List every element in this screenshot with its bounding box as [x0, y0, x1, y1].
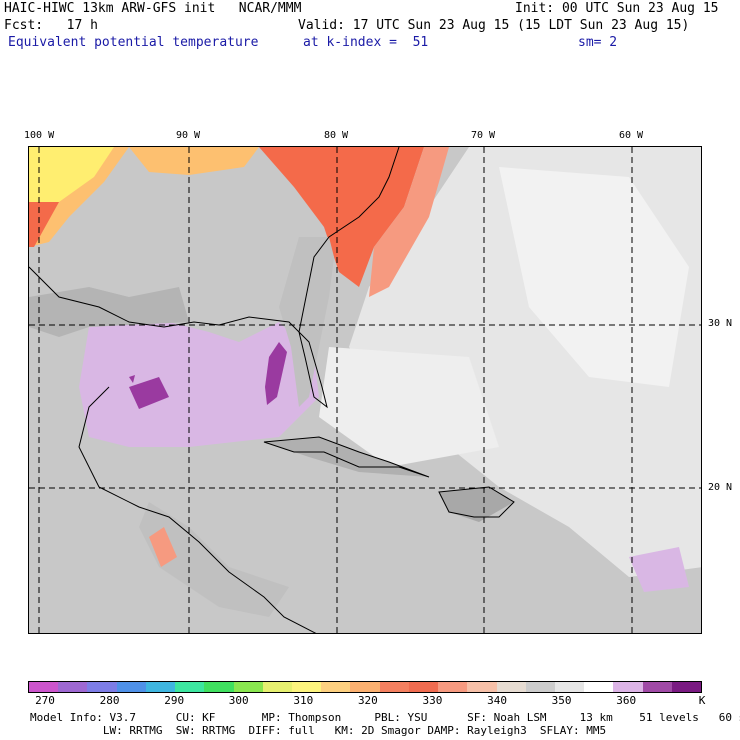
lat-label-30n: 30 N — [708, 318, 733, 329]
theta-e-map — [28, 146, 702, 634]
colorbar-swatch-21 — [642, 682, 672, 692]
warm-region-north — [129, 147, 259, 175]
lon-label-90w: 90 W — [176, 130, 201, 141]
header-valid-time: Valid: 17 UTC Sun 23 Aug 15 (15 LDT Sun … — [298, 18, 690, 33]
gulf-high-theta-e-2 — [265, 342, 287, 405]
colorbar-swatch-6 — [204, 682, 234, 692]
colorbar-swatch-17 — [525, 682, 555, 692]
warm-fringe-mid-atlantic — [369, 147, 449, 297]
caribbean-lavender-spot — [629, 547, 689, 592]
field-name: Equivalent potential temperature — [8, 35, 259, 50]
header-init-time: Init: 00 UTC Sun 23 Aug 15 — [515, 1, 719, 16]
colorbar-swatch-0 — [29, 682, 59, 692]
colorbar-tick-label: 300 — [228, 694, 249, 707]
lon-label-100w: 100 W — [24, 130, 55, 141]
colorbar-swatch-11 — [350, 682, 380, 692]
lon-label-80w: 80 W — [324, 130, 349, 141]
colorbar-swatch-4 — [145, 682, 176, 692]
mexico-coast — [78, 386, 317, 633]
header-title: HAIC-HIWC 13km ARW-GFS init NCAR/MMM — [4, 1, 302, 16]
colorbar-tick-label: 290 — [164, 694, 185, 707]
field-smoothing: sm= 2 — [578, 35, 618, 50]
red-edge-nw — [29, 202, 59, 247]
colorbar-swatch-3 — [116, 682, 146, 692]
colorbar-swatch-12 — [379, 682, 409, 692]
field-level: at k-index = 51 — [303, 35, 429, 50]
hispaniola-outline — [438, 486, 515, 518]
colorbar-tick-label: 280 — [99, 694, 120, 707]
colorbar-swatch-15 — [467, 682, 497, 692]
florida-peninsula — [279, 237, 334, 407]
colorbar-swatch-8 — [262, 682, 292, 692]
cuba-outline — [263, 436, 430, 478]
colorbar-tick-label: 330 — [422, 694, 443, 707]
colorbar-swatch-20 — [613, 682, 643, 692]
colorbar-swatch-9 — [291, 682, 322, 692]
lon-label-60w: 60 W — [619, 130, 644, 141]
colorbar-tick-label: 310 — [293, 694, 314, 707]
colorbar — [28, 681, 702, 693]
gulf-lavender-region — [79, 322, 319, 447]
lon-label-70w: 70 W — [471, 130, 496, 141]
atlantic-lighter-region — [499, 167, 689, 387]
colorbar-tick-label: 350 — [551, 694, 572, 707]
colorbar-tick-label: K — [698, 694, 706, 707]
us-gulf-atlantic-coast — [29, 147, 400, 409]
colorbar-swatch-14 — [438, 682, 468, 692]
colorbar-swatch-19 — [584, 682, 614, 692]
colorbar-swatch-13 — [408, 682, 439, 692]
colorbar-tick-label: 360 — [616, 694, 637, 707]
colorbar-tick-label: 320 — [357, 694, 378, 707]
colorbar-swatch-1 — [58, 682, 88, 692]
colorbar-swatch-22 — [671, 682, 702, 692]
map-canvas — [29, 147, 701, 633]
footer-physics-info: LW: RRTMG SW: RRTMG DIFF: full KM: 2D Sm… — [30, 724, 607, 737]
gulf-high-theta-e-1 — [129, 377, 169, 409]
hot-region-nw — [29, 147, 114, 207]
bahamas-light-region — [319, 347, 499, 467]
colorbar-swatch-7 — [233, 682, 263, 692]
colorbar-tick-label: 270 — [35, 694, 55, 707]
colorbar-swatch-2 — [87, 682, 117, 692]
warm-region-mid-atlantic — [259, 147, 424, 287]
colorbar-swatch-16 — [496, 682, 526, 692]
central-america-warm-spot — [149, 527, 177, 567]
colorbar-tick-label: 340 — [487, 694, 507, 707]
lat-label-20n: 20 N — [708, 482, 733, 493]
header-forecast-hour: Fcst: 17 h — [4, 18, 98, 33]
coastline-group — [29, 147, 515, 633]
colorbar-swatch-5 — [175, 682, 205, 692]
gulf-high-theta-e-3 — [129, 375, 135, 383]
footer-model-info: Model Info: V3.7 CU: KF MP: Thompson PBL… — [30, 711, 740, 724]
colorbar-swatch-18 — [554, 682, 585, 692]
colorbar-swatch-10 — [321, 682, 351, 692]
graticule — [29, 147, 701, 633]
